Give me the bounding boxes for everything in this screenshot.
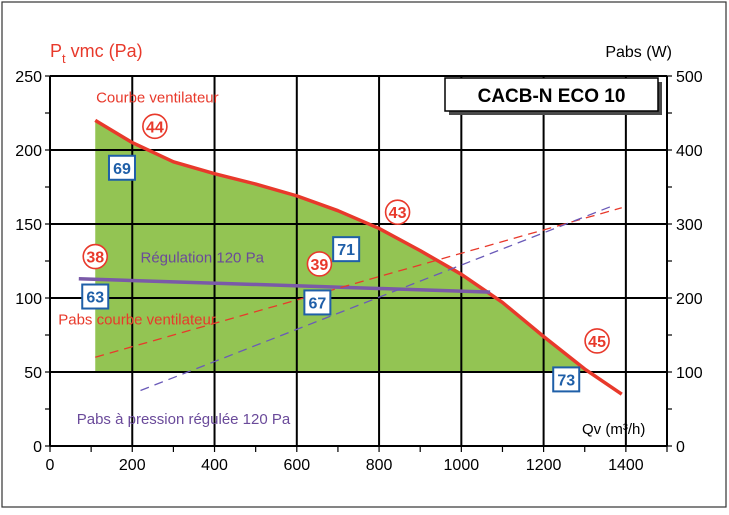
y-axis-left-label: Pt vmc (Pa): [50, 41, 143, 66]
y-right-tick-label: 300: [676, 217, 703, 234]
marker-circle-label: 39: [311, 257, 329, 274]
regulated-area-lower: [95, 279, 590, 372]
y-left-tick-label: 200: [15, 143, 42, 160]
annotation-label: Courbe ventilateur: [96, 90, 219, 107]
axis-layer: [45, 75, 672, 452]
marker-box-label: 73: [557, 372, 575, 389]
x-tick-label: 400: [201, 457, 228, 474]
marker-circle-label: 44: [146, 119, 164, 136]
chart-title: CACB-N ECO 10: [478, 86, 626, 107]
y-right-tick-label: 100: [676, 365, 703, 382]
y-left-tick-label: 50: [24, 365, 42, 382]
marker-box-73: [552, 366, 581, 393]
annotation-label: Pabs courbe ventilateur: [58, 312, 216, 329]
marker-box-label: 63: [86, 290, 104, 307]
marker-box-67: [303, 289, 332, 316]
marker-circle-45: [584, 328, 610, 354]
x-tick-label: 1000: [444, 457, 480, 474]
y-right-tick-label: 500: [676, 69, 703, 86]
marker-circle-label: 43: [389, 205, 407, 222]
series-layer: [78, 118, 623, 396]
y-left-tick-label: 100: [15, 291, 42, 308]
y-left-tick-label: 150: [15, 217, 42, 234]
y-left-tick-label: 250: [15, 69, 42, 86]
x-tick-label: 1200: [526, 457, 562, 474]
marker-box-label: 67: [308, 295, 326, 312]
series-pabs-courbe-ventilateur: [95, 207, 622, 358]
y-right-tick-label: 200: [676, 291, 703, 308]
annotation-label: Pabs à pression régulée 120 Pa: [77, 411, 291, 428]
y-axis-right-label: Pabs (W): [605, 44, 672, 61]
x-tick-label: 1400: [608, 457, 644, 474]
marker-box-label: 69: [113, 161, 131, 178]
fill-layer: [95, 120, 590, 372]
y-right-tick-label: 0: [676, 439, 685, 456]
marker-circle-38: [82, 243, 109, 270]
marker-circle-label: 45: [588, 334, 606, 351]
marker-circle-44: [142, 113, 168, 140]
annotation-label: Régulation 120 Pa: [140, 249, 264, 266]
x-axis-label: Qv (m³/h): [582, 421, 645, 438]
x-tick-label: 800: [366, 457, 393, 474]
x-tick-label: 200: [119, 457, 146, 474]
marker-box-label: 71: [337, 242, 355, 259]
y-right-tick-label: 400: [676, 143, 703, 160]
marker-circle-39: [306, 251, 333, 277]
series-regulation-120pa: [78, 277, 491, 294]
marker-box-71: [332, 236, 361, 263]
series-courbe-ventilateur: [94, 118, 623, 396]
y-left-tick-label: 0: [33, 439, 42, 456]
marker-circle-43: [384, 199, 411, 225]
x-tick-label: 0: [46, 457, 55, 474]
series-pabs-pression-regulee: [140, 204, 614, 392]
x-tick-label: 600: [283, 457, 310, 474]
regulated-area-upper: [95, 120, 488, 292]
marker-box-69: [107, 154, 136, 181]
marker-circle-label: 38: [86, 250, 104, 267]
title-box: [444, 77, 659, 112]
label-layer: 0 200 400 600 800 1000 1200 1400050100150200250…: [15, 69, 703, 474]
marker-layer: 44 69 43 71 38 39 63 67 45 73: [81, 113, 610, 393]
marker-box-63: [81, 283, 110, 310]
